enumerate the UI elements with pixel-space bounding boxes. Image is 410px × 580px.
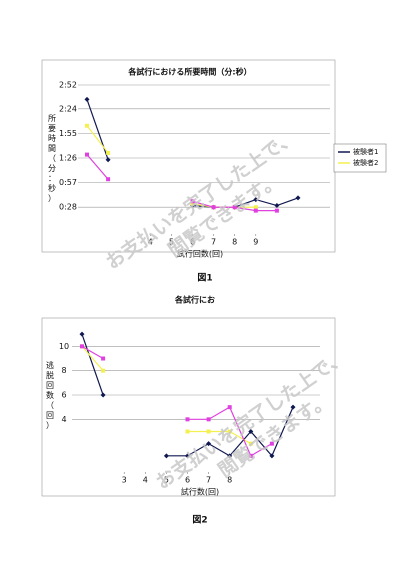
marker [190, 199, 195, 204]
x-tick-label: 9 [253, 238, 258, 247]
marker [248, 441, 253, 446]
y-axis-label-char: ： [48, 174, 56, 183]
marker [163, 453, 169, 459]
marker [185, 453, 190, 459]
figure-caption: 図1 [197, 273, 212, 284]
marker [269, 441, 274, 446]
y-tick-label: 2:24 [59, 104, 77, 113]
legend-label: 被験者1 [353, 147, 378, 156]
x-tick-label: 6 [190, 238, 195, 247]
y-axis-label-char: （ [48, 154, 56, 163]
legend-label: 被験者2 [353, 158, 378, 167]
marker [274, 203, 280, 209]
x-tick-label: 8 [232, 238, 237, 247]
y-tick-label: 8 [61, 366, 66, 375]
marker [106, 150, 111, 155]
marker [101, 368, 106, 373]
marker [227, 453, 233, 459]
y-tick-label: 0:28 [59, 203, 77, 212]
y-axis-label-char: 数 [46, 390, 54, 400]
x-axis-label: 試行回数(回) [177, 249, 223, 259]
marker [85, 152, 89, 157]
y-axis-label: 逃脱回数（回） [46, 360, 54, 430]
y-tick-label: 6 [61, 391, 66, 400]
x-tick-label: 7 [206, 476, 211, 485]
x-tick-label: 4 [148, 238, 153, 247]
marker [248, 429, 254, 434]
x-axis-label: 試行数(回) [181, 487, 219, 497]
y-tick-label: 2:52 [59, 81, 77, 90]
marker [100, 392, 106, 398]
y-axis-label-char: 間 [48, 144, 56, 153]
marker [227, 429, 232, 434]
marker [185, 417, 190, 422]
marker [269, 453, 275, 459]
marker [101, 356, 106, 361]
marker [85, 123, 89, 128]
x-tick-label: 6 [185, 476, 190, 485]
marker [206, 429, 211, 434]
marker [227, 405, 232, 410]
marker [105, 157, 111, 163]
marker [290, 404, 296, 410]
x-tick-label: 3 [122, 476, 127, 485]
legend-box [333, 143, 387, 173]
marker [206, 417, 211, 422]
y-axis-label-char: 逃 [46, 360, 54, 370]
y-axis-label-char: 時 [48, 134, 56, 143]
figure-caption: 図2 [192, 515, 207, 526]
marker [84, 96, 90, 102]
figure-frame [41, 317, 336, 497]
y-axis-label-char: ） [46, 421, 54, 430]
marker [232, 205, 237, 210]
y-tick-label: 1:55 [59, 129, 77, 138]
y-axis-label-char: 分 [48, 164, 56, 173]
marker [206, 441, 212, 447]
y-tick-label: 10 [59, 342, 69, 351]
y-axis-label: 所要時間（分：秒） [48, 113, 56, 203]
y-axis-label-char: 回 [46, 411, 54, 420]
y-axis-label-char: 要 [48, 124, 56, 133]
marker [253, 197, 259, 203]
y-axis-label-char: 回 [46, 381, 54, 390]
marker [80, 344, 84, 349]
chart-title: 各試行における所要時間（分:秒） [127, 67, 251, 77]
y-axis-label-char: 秒 [48, 183, 56, 193]
marker [185, 429, 190, 434]
y-tick-label: 1:26 [59, 154, 77, 163]
y-axis-label-char: （ [46, 401, 54, 410]
marker [79, 331, 85, 337]
marker [253, 208, 258, 213]
y-axis-label-char: 所 [48, 113, 56, 123]
y-tick-label: 0:57 [59, 178, 77, 187]
y-tick-label: 4 [61, 415, 66, 424]
marker [211, 205, 216, 210]
x-tick-label: 4 [143, 476, 148, 485]
marker [248, 453, 253, 458]
chart-title: 各試行にお [174, 295, 215, 305]
y-axis-label-char: 脱 [46, 370, 54, 380]
marker [253, 205, 258, 210]
x-tick-label: 5 [164, 476, 169, 485]
x-tick-label: 5 [169, 238, 174, 247]
marker [274, 208, 279, 213]
y-axis-label-char: ） [48, 194, 56, 203]
marker [295, 195, 301, 201]
series-line [81, 345, 252, 445]
marker [106, 177, 111, 182]
x-tick-label: 8 [227, 476, 232, 485]
marker [190, 201, 195, 206]
x-tick-label: 7 [211, 238, 216, 247]
